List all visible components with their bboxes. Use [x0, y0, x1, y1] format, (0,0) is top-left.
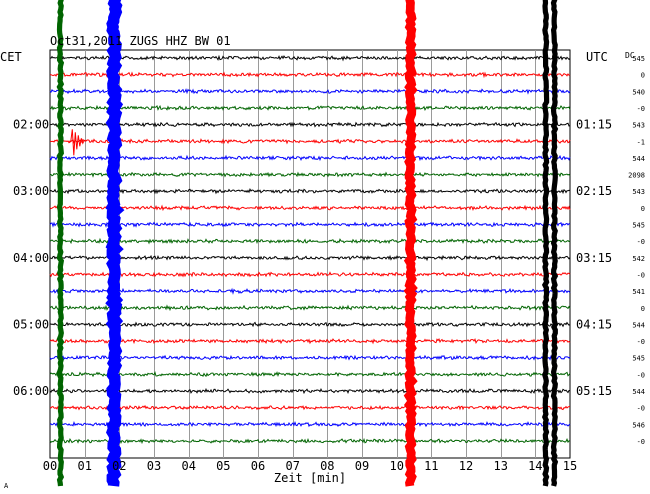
- left-time-label: 04:00: [13, 251, 49, 265]
- trace-row-16: [49, 321, 571, 328]
- x-tick-label: 00: [43, 459, 57, 473]
- trace-row-19: [49, 371, 571, 378]
- left-time-labels: 02:00 03:00 04:00 05:00 06:00: [13, 118, 49, 398]
- trace-row-2: [49, 88, 571, 95]
- x-tick-label: 02: [112, 459, 126, 473]
- dc-offset-values: 545 0 540 -0 543 -1 544 2098 543 0 545 -0 542 -0 541 0 5…: [628, 55, 645, 446]
- event-band-0: [56, 0, 65, 487]
- dc-offset-value: 545: [632, 55, 645, 63]
- right-time-labels: 01:15 02:15 03:15 04:15 05:15: [576, 118, 612, 398]
- right-zone-label: UTC: [586, 50, 608, 64]
- trace-row-22: [49, 420, 571, 428]
- dc-offset-value: 543: [632, 188, 645, 196]
- dc-offset-value: -0: [637, 338, 645, 346]
- dc-offset-value: 545: [632, 222, 645, 230]
- event-band-1: [105, 0, 125, 487]
- dc-offset-value: 546: [632, 421, 645, 429]
- dc-label: DC: [625, 51, 635, 60]
- x-axis-label: Zeit [min]: [274, 471, 346, 485]
- x-tick-label: 08: [320, 459, 334, 473]
- grid: [49, 49, 571, 459]
- x-tick-label: 09: [355, 459, 369, 473]
- dc-offset-value: 0: [641, 205, 645, 213]
- plot-frame: [49, 49, 571, 459]
- x-tick-label: 06: [251, 459, 265, 473]
- x-tick-label: 04: [181, 459, 195, 473]
- trace-row-23: [49, 437, 571, 445]
- left-time-label: 06:00: [13, 384, 49, 398]
- trace-row-8: [49, 187, 571, 195]
- x-tick-label: 01: [77, 459, 91, 473]
- x-tick-label: 07: [285, 459, 299, 473]
- x-tick-label: 05: [216, 459, 230, 473]
- left-time-label: 02:00: [13, 118, 49, 132]
- corner-mark: A: [4, 482, 9, 490]
- dc-offset-value: -1: [637, 138, 645, 146]
- event-band-2: [403, 0, 418, 487]
- x-tick-label: 10: [389, 459, 403, 473]
- trace-row-15: [49, 304, 571, 312]
- trace-row-7: [50, 171, 571, 178]
- trace-row-3: [49, 104, 571, 112]
- trace-row-9: [49, 204, 571, 212]
- trace-row-12: [49, 254, 571, 262]
- traces: [49, 54, 571, 445]
- trace-row-6: [49, 154, 571, 162]
- left-time-label: 05:00: [13, 317, 49, 331]
- x-tick-label: 11: [424, 459, 438, 473]
- event-bands: [56, 0, 559, 487]
- dc-offset-value: 540: [632, 88, 645, 96]
- dc-offset-value: 0: [641, 72, 645, 80]
- dc-offset-value: 544: [632, 388, 645, 396]
- x-tick-label: 13: [493, 459, 507, 473]
- x-tick-label: 15: [563, 459, 577, 473]
- dc-offset-value: -0: [637, 271, 645, 279]
- trace-row-17: [49, 337, 571, 345]
- trace-row-10: [49, 221, 571, 228]
- trace-row-13: [49, 271, 571, 278]
- right-time-label: 05:15: [576, 384, 612, 398]
- right-time-label: 02:15: [576, 184, 612, 198]
- trace-row-4: [50, 121, 571, 128]
- dc-offset-value: 544: [632, 321, 645, 329]
- dc-offset-value: -0: [637, 105, 645, 113]
- trace-row-20: [49, 387, 571, 395]
- chart-title: Oct31,2011 ZUGS HHZ BW 01: [50, 34, 231, 48]
- dc-offset-value: 0: [641, 305, 645, 313]
- trace-row-1: [50, 71, 571, 79]
- dc-offset-value: 544: [632, 155, 645, 163]
- left-zone-label: CET: [0, 50, 22, 64]
- dc-offset-value: -0: [637, 238, 645, 246]
- trace-row-18: [49, 354, 571, 361]
- x-tick-label: 12: [459, 459, 473, 473]
- right-time-label: 03:15: [576, 251, 612, 265]
- trace-row-14: [49, 287, 571, 295]
- x-tick-labels: 00 01 02 03 04 05 06 07 08 09 10 11 12 13 14 15: [43, 459, 577, 473]
- right-time-label: 04:15: [576, 317, 612, 331]
- x-tick-label: 14: [528, 459, 542, 473]
- event-band-3: [541, 0, 550, 487]
- dc-offset-value: 2098: [628, 172, 645, 180]
- event-band-4: [550, 0, 559, 487]
- dc-offset-value: -0: [637, 371, 645, 379]
- right-time-label: 01:15: [576, 118, 612, 132]
- dc-offset-value: 545: [632, 355, 645, 363]
- x-tick-label: 03: [147, 459, 161, 473]
- dc-offset-value: 543: [632, 122, 645, 130]
- trace-row-11: [49, 237, 571, 245]
- dc-offset-value: 541: [632, 288, 645, 296]
- dc-offset-value: -0: [637, 405, 645, 413]
- trace-row-5: [49, 138, 571, 145]
- left-time-label: 03:00: [13, 184, 49, 198]
- trace-row-0: [49, 54, 571, 62]
- dc-offset-value: 542: [632, 255, 645, 263]
- dc-offset-value: -0: [637, 438, 645, 446]
- trace-row-21: [49, 404, 570, 411]
- local-event-wiggle: [68, 129, 87, 156]
